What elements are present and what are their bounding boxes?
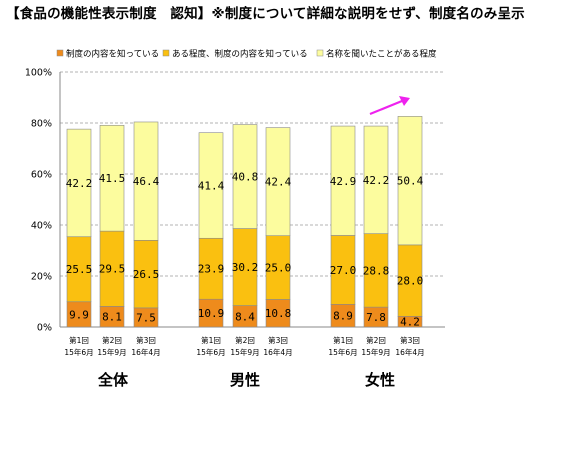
x-tick-label-date: 16年4月 [263,347,292,357]
data-label: 29.5 [99,263,126,276]
x-tick-label-round: 第1回 [201,335,221,345]
x-tick-label-date: 15年6月 [328,347,357,357]
data-label: 41.5 [99,172,126,185]
x-tick-label-date: 16年4月 [395,347,424,357]
data-label: 40.8 [232,171,259,184]
data-label: 25.5 [66,263,93,276]
bar-segment [232,124,258,229]
category-labels: 第1回15年6月第2回15年9月第3回16年4月第1回15年6月第2回15年9月… [64,335,424,357]
x-tick-label-round: 第2回 [366,335,386,345]
bar-segment [232,228,258,306]
data-label: 8.4 [235,310,255,323]
bar-segment [66,301,92,328]
data-label: 25.0 [265,262,292,275]
x-tick-label-date: 15年9月 [230,347,259,357]
bar-segment [265,299,291,328]
x-tick-label-date: 15年9月 [361,347,390,357]
data-label: 27.0 [330,264,357,277]
x-tick-label-round: 第2回 [102,335,122,345]
bar-segment [66,236,92,303]
chart-title: 【食品の機能性表示制度 認知】※制度について詳細な説明をせず、制度名のみ呈示 [6,6,525,22]
x-tick-label-date: 16年4月 [131,347,160,357]
y-tick-label: 60% [31,170,52,181]
data-label: 42.4 [265,176,292,189]
y-tick-label: 80% [31,119,52,130]
data-label: 7.5 [136,311,156,324]
y-axis-ticks: 0% 20% 40% 60% 80% 100% [25,68,52,334]
bar-segment [397,244,423,317]
y-tick-label: 40% [31,221,52,232]
bar-segment [99,230,125,307]
data-label: 10.9 [198,307,225,320]
x-tick-label-round: 第1回 [333,335,353,345]
bar-segment [265,235,291,300]
data-label: 28.8 [363,264,390,277]
bar-segment [198,298,224,328]
legend-swatch [162,49,170,57]
bar-segment [363,233,389,308]
data-label: 7.8 [366,311,386,324]
group-label: 全体 [97,371,129,389]
data-label: 10.8 [265,307,292,320]
bar-segment [330,235,356,305]
data-label: 42.2 [363,174,390,187]
bar-segment [397,116,423,246]
group-label: 男性 [230,371,260,389]
legend-label: ある程度、制度の内容を知っている [172,49,308,60]
group-label: 女性 [365,371,395,389]
bar-segment [133,121,159,241]
data-label: 9.9 [69,308,89,321]
bar-segment [133,240,159,309]
bar-segment [265,127,291,237]
y-tick-label: 20% [31,272,52,283]
x-tick-label-round: 第2回 [235,335,255,345]
data-label: 46.4 [133,175,160,188]
data-label: 30.2 [232,261,259,274]
y-tick-label: 0% [37,323,52,334]
data-label: 41.4 [198,179,225,192]
data-label: 28.0 [397,275,424,288]
x-tick-label-round: 第3回 [136,335,156,345]
group-labels: 全体 男性 女性 [97,371,395,389]
data-label: 42.2 [66,177,93,190]
data-label: 50.4 [397,175,424,188]
bar-segment [330,125,356,236]
legend-label: 制度の内容を知っている [66,49,159,60]
bars [66,116,423,328]
arrow-head [399,96,410,106]
bar-segment [198,132,224,239]
data-label: 8.9 [333,310,353,323]
y-tick-label: 100% [25,68,52,79]
arrow-shaft [369,99,403,116]
data-label: 4.2 [400,316,420,329]
legend-label: 名称を聞いたことがある程度 [326,49,437,60]
data-label: 8.1 [102,311,122,324]
value-labels: 9.9 25.5 42.2 8.1 29.5 41.5 7.5 26.5 46.4 10.9 23.… [66,171,424,329]
x-tick-label-date: 15年6月 [196,347,225,357]
x-tick-label-date: 15年9月 [97,347,126,357]
x-tick-label-round: 第3回 [268,335,288,345]
x-tick-label-round: 第1回 [69,335,89,345]
bar-segment [363,125,389,234]
bar-segment [198,237,224,300]
legend: 制度の内容を知っている ある程度、制度の内容を知っている 名称を聞いたことがある程度 [56,49,437,60]
trend-arrow-icon [369,96,410,116]
bar-segment [99,124,125,232]
legend-swatch [316,49,324,57]
data-label: 26.5 [133,268,160,281]
bar-segment [66,128,92,238]
legend-swatch [56,49,64,57]
data-label: 23.9 [198,263,225,276]
data-label: 42.9 [330,175,357,188]
x-tick-label-date: 15年6月 [64,347,93,357]
x-tick-label-round: 第3回 [400,335,420,345]
